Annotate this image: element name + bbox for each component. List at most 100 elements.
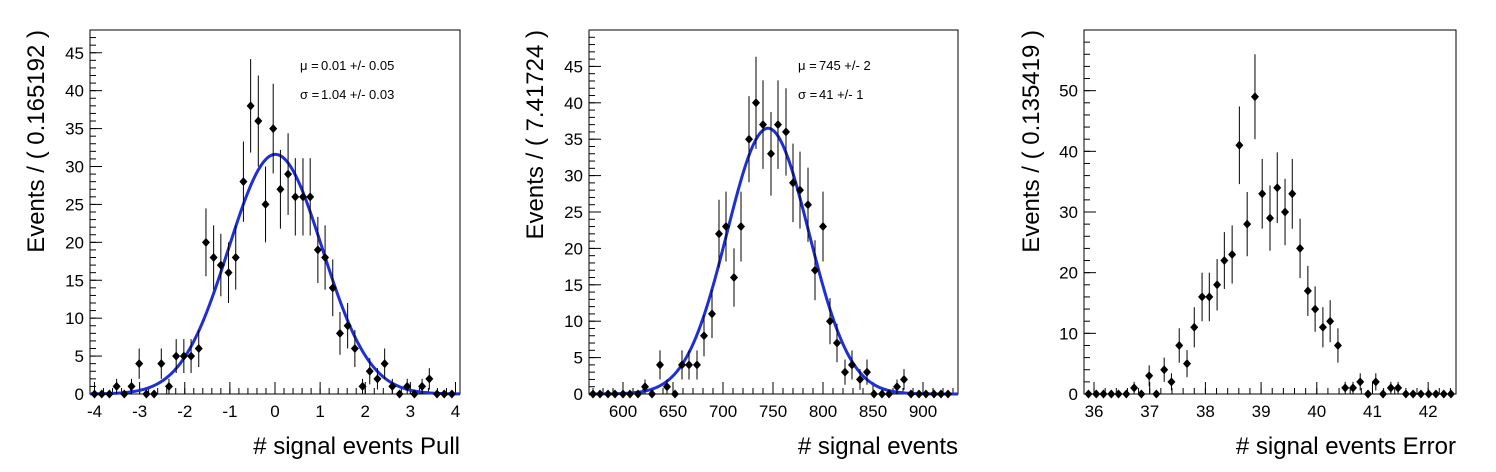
x-tick-label: 2 [361,402,370,421]
data-point [1198,292,1207,302]
data-point [826,316,834,326]
x-tick-label: 40 [1307,402,1326,421]
data-point [789,178,797,188]
data-point [216,260,225,270]
data-point [343,321,352,331]
data-point [1318,322,1327,332]
fit-param-value: 41 +/- 1 [819,87,863,102]
data-point [907,389,915,399]
data-point [1243,219,1252,229]
data-point [1394,383,1403,393]
data-point [403,381,412,391]
data-point [209,253,218,262]
data-point [730,273,738,283]
data-point [194,344,203,353]
data-point [120,389,129,399]
data-point [870,389,878,399]
data-point [112,381,121,391]
data-point [1114,389,1123,399]
data-point [1266,213,1274,223]
data-point [626,389,634,399]
x-tick-label: 3 [406,402,415,421]
data-point [201,237,210,247]
y-tick-label: 30 [65,158,84,177]
y-tick-label: 20 [1059,264,1078,283]
data-point [1333,340,1342,350]
data-point [432,389,441,399]
y-tick-label: 25 [65,195,84,214]
data-point [246,101,255,111]
data-point [745,134,753,144]
data-point [1288,189,1297,199]
x-tick-label: -2 [177,402,192,421]
data-point [700,331,708,341]
gaussian-fit-curve [89,152,461,396]
data-point [1341,383,1350,393]
data-point [944,389,952,399]
y-tick-label: 0 [75,385,84,404]
data-point [915,389,923,399]
data-point [671,389,679,399]
data-point [796,185,804,195]
data-point [313,245,322,255]
data-point [611,389,619,399]
data-point [1364,389,1373,399]
data-point [774,120,782,130]
data-point [656,360,664,370]
data-point [1348,383,1357,393]
y-tick-label: 35 [65,120,84,139]
data-point [737,222,745,232]
y-tick-label: 20 [65,233,84,252]
data-point [893,382,901,392]
signal-events-error-histogram-panel: 36 37 38 39 40 41 42 0 10 20 30 40 50 # signal events… [1018,29,1457,460]
data-point [306,192,315,202]
fit-param-value: 745 +/- 2 [819,58,871,73]
fit-param-label: σ = [300,87,319,102]
y-tick-label: 45 [564,57,583,76]
data-point [693,360,701,370]
data-point [1092,389,1101,399]
fit-param-value: 1.04 +/- 0.03 [321,87,394,102]
y-axis-title: Events / ( 7.41724 ) [522,30,549,239]
data-point [425,374,434,384]
data-point [1424,389,1433,399]
data-point [1371,377,1380,387]
data-point [1160,365,1169,375]
x-tick-label: 36 [1085,402,1104,421]
x-tick-label: 38 [1196,402,1215,421]
data-point [1409,389,1418,399]
data-point [930,389,938,399]
data-point [231,253,240,262]
data-point [663,382,671,392]
data-point [1099,389,1108,399]
data-point [848,360,856,370]
data-point [187,351,196,361]
y-tick-label: 45 [65,44,84,63]
data-point [1228,249,1237,259]
data-point [373,374,382,384]
data-point [298,192,307,202]
data-point [440,389,449,399]
data-point [261,199,270,209]
y-tick-label: 40 [1059,142,1078,161]
data-point [782,127,790,137]
fit-param-label: μ = [300,58,319,73]
data-point [1273,183,1282,193]
x-tick-label: 700 [709,402,737,421]
data-point [1220,256,1229,266]
data-point [388,381,397,391]
y-tick-label: 0 [574,385,583,404]
data-point [358,381,367,391]
data-point [1258,189,1267,199]
y-tick-label: 25 [564,203,583,222]
plot-frame [89,29,461,395]
data-point [1439,389,1448,399]
data-point [335,328,344,338]
data-point [1205,292,1214,302]
data-point [759,120,767,130]
data-point [1250,92,1259,102]
x-axis-title: # signal events [798,433,958,460]
data-point [1190,322,1199,332]
data-point [1084,389,1093,399]
